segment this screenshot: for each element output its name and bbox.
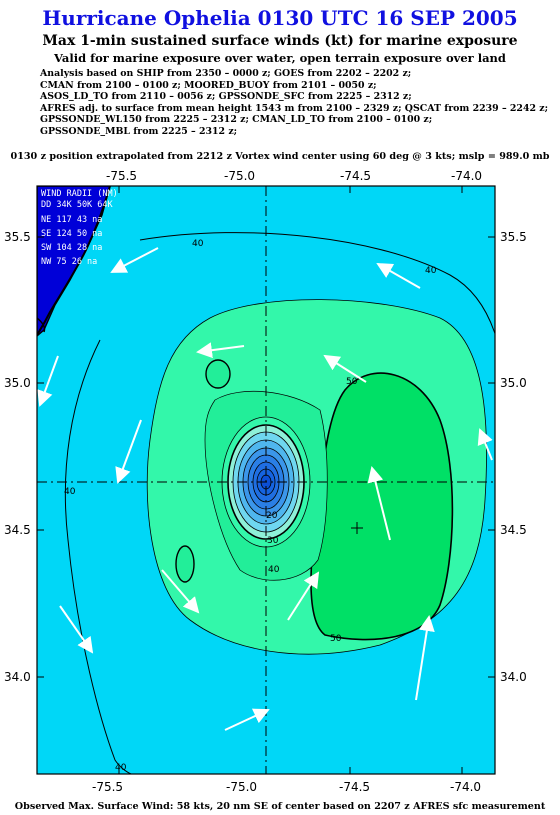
small-contour-north (205, 359, 231, 389)
outer-40kt-contour-west (64, 339, 133, 774)
wind-arrow (224, 708, 270, 731)
wind-radii-legend: WIND RADII (NM) DD 34K 50K 64K NE 117 43… (41, 189, 118, 267)
legend-header: WIND RADII (NM) (41, 189, 118, 199)
map-title: Hurricane Ophelia 0130 UTC 16 SEP 2005 (42, 6, 518, 30)
outer-40kt-contour (139, 232, 495, 336)
contour-label: 40 (425, 266, 437, 276)
wind-45kt-band (204, 390, 328, 581)
wind-arrow (323, 354, 367, 383)
analysis-line: CMAN from 2100 – 0100 z; MOORED_BUOY fro… (40, 79, 377, 91)
wind-50kt-region (310, 372, 454, 641)
analysis-line: Analysis based on SHIP from 2350 – 0000 … (40, 68, 412, 79)
wind-40kt-region (146, 299, 487, 655)
position-note: 0130 z position extrapolated from 2212 z… (10, 151, 550, 162)
map-subtitle-validity: Valid for marine exposure over water, op… (54, 51, 506, 65)
coastline-inlet (37, 317, 46, 333)
lat-tick-label: 34.0 (4, 670, 31, 684)
wind-arrow (161, 569, 200, 614)
legend-row: NE 117 43 na (41, 215, 102, 225)
wind-arrow (376, 263, 421, 289)
coastline-land (37, 186, 111, 337)
coastline-outline (37, 186, 111, 336)
contour-label: 40 (268, 565, 280, 575)
contour-label: 40 (64, 487, 76, 497)
lat-tick-label: 35.0 (4, 376, 31, 390)
legend-row: SE 124 50 na (41, 229, 102, 239)
lat-tick-label: 35.5 (500, 230, 527, 244)
lon-tick-label: -75.0 (224, 169, 255, 183)
legend-columns: DD 34K 50K 64K (41, 200, 114, 210)
analysis-line: GPSSONDE_WL150 from 2225 – 2312 z; CMAN_… (40, 114, 433, 126)
wind-arrow (196, 342, 245, 359)
lon-tick-label: -74.5 (340, 169, 371, 183)
lat-tick-label: 35.0 (500, 376, 527, 390)
lat-tick-label: 34.5 (500, 523, 527, 537)
axis-ticks (37, 186, 495, 774)
wind-arrow (110, 247, 159, 273)
wind-arrow (115, 419, 142, 484)
wind-arrow (37, 355, 59, 407)
storm-core-contours (221, 416, 311, 548)
contour-label: 40 (192, 239, 204, 249)
small-contour-west (175, 545, 195, 583)
wind-arrow (477, 428, 493, 461)
map-subtitle: Max 1-min sustained surface winds (kt) f… (42, 33, 518, 49)
ocean-area (37, 186, 495, 774)
lat-tick-label: 34.0 (500, 670, 527, 684)
wind-arrow (59, 605, 94, 654)
lon-tick-label: -74.5 (339, 780, 370, 794)
contour-label: 50 (346, 377, 358, 387)
analysis-sources: Analysis based on SHIP from 2350 – 0000 … (40, 68, 548, 138)
legend-row: SW 104 28 na (41, 243, 102, 253)
contour-label: 40 (115, 763, 127, 773)
contour-label: 30 (267, 536, 279, 546)
lon-tick-label: -75.5 (106, 169, 137, 183)
max-wind-observation: Observed Max. Surface Wind: 58 kts, 20 n… (14, 801, 546, 812)
contour-label: 50 (330, 634, 342, 644)
wind-arrow (415, 615, 435, 701)
plot-frame (36, 185, 496, 775)
lat-tick-label: 34.5 (4, 523, 31, 537)
analysis-line: AFRES adj. to surface from mean height 1… (40, 102, 549, 114)
lon-tick-label: -75.0 (226, 780, 257, 794)
lat-tick-label: 35.5 (4, 230, 31, 244)
analysis-line: GPSSONDE_MBL from 2225 – 2312 z; (40, 125, 238, 137)
wind-arrow (367, 466, 391, 541)
legend-row: NW 75 26 na (41, 257, 97, 267)
lon-tick-label: -74.0 (450, 780, 481, 794)
lon-tick-label: -74.0 (451, 169, 482, 183)
lon-tick-label: -75.5 (92, 780, 123, 794)
analysis-line: ASOS_LD_TO from 2110 – 0056 z; GPSSONDE_… (40, 91, 412, 103)
wind-arrow (287, 571, 320, 621)
contour-label: 20 (266, 511, 278, 521)
max-wind-marker (351, 522, 363, 534)
wind-vectors (37, 247, 493, 731)
